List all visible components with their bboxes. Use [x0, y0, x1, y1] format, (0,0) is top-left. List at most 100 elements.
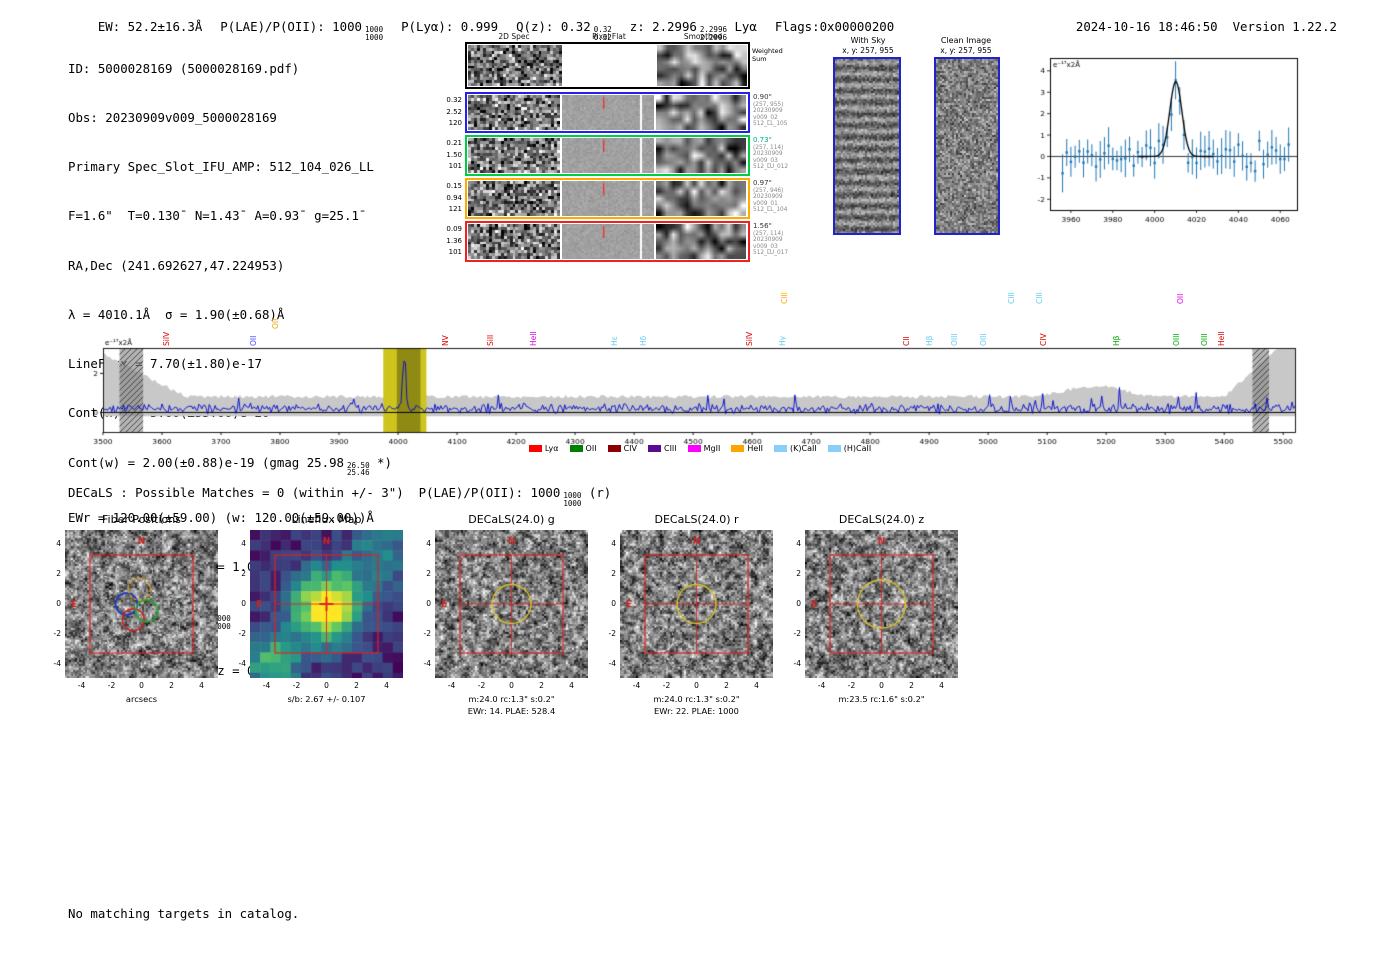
panel-ytick-label: 0: [56, 599, 61, 608]
panel-xtick-label: 2: [354, 681, 359, 690]
panel-ytick-label: -2: [793, 629, 801, 638]
panel-xtick-label: -4: [817, 681, 826, 690]
panel-ytick-label: 0: [426, 599, 431, 608]
note-line: 512_LL_104: [753, 207, 788, 214]
legend-swatch: [731, 445, 745, 452]
panel-ytick-label: 2: [796, 569, 801, 578]
note-line: 512_LU_017: [753, 250, 789, 257]
info-line: λ = 4010.1Å σ = 1.90(±0.68)Å: [68, 306, 285, 322]
weighted-sum-row: [465, 42, 750, 89]
qz-frac: 0.32 0.32: [594, 26, 612, 41]
legend-item: (H)CaII: [827, 444, 871, 453]
legend-swatch: [528, 445, 542, 452]
frac-hi: 0.32: [593, 25, 612, 34]
frac-lo: 1000: [563, 498, 582, 508]
fiber-smoothed-image: [656, 181, 746, 216]
legend-item: MgII: [687, 444, 720, 453]
fiber-pixelflat-image: [562, 95, 654, 130]
info-line: Obs: 20230909v009_5000028169: [68, 110, 277, 126]
emission-line-label: CIII: [780, 292, 790, 304]
legend-item: CIII: [647, 444, 677, 453]
panel-title: DECaLS(24.0) g: [468, 513, 555, 526]
frac-lo: 25.46: [347, 468, 370, 478]
z-frac: 2.2996 2.2996: [700, 26, 727, 41]
legend-swatch: [647, 445, 661, 452]
legend-item: HeII: [731, 444, 763, 453]
legend-label: Lyα: [544, 444, 559, 453]
qz-value: Q(z): 0.32 0.32 0.32: [516, 19, 612, 41]
info-line: F=1.6" T=0.130̄ N=1.43̄ A=0.93̄ g=25.1̄: [68, 208, 359, 224]
legend-item: OII: [569, 444, 597, 453]
fiber-2dspec-image: [468, 95, 560, 130]
decals-g-panel: DECaLS(24.0) g 4 2 0 -2 -4 -4 -2 0 2 4 m:24.0 rc…: [409, 507, 609, 722]
fiber-cutout-row: [465, 221, 750, 262]
emission-line-label: OII: [1175, 293, 1185, 304]
panel-ytick-label: 4: [426, 539, 431, 548]
cutout-row-note: 0.90" (257, 955) 20230909 v009_02 512_LL_105: [753, 93, 807, 128]
withsky-image: [835, 59, 899, 233]
legend-item: Lyα: [528, 444, 559, 453]
info-line: ID: 5000028169 (5000028169.pdf): [68, 60, 300, 76]
frac-hi: 1000: [212, 614, 231, 623]
weighted-sum-label: Weighted Sum: [752, 47, 783, 63]
panel-ytick-label: 2: [426, 569, 431, 578]
stat-value: 101: [448, 162, 462, 170]
frac-lo: 1000: [212, 621, 231, 631]
panel-xtick-label: -2: [292, 681, 301, 690]
stat-value: 1.50: [446, 150, 462, 159]
panel-xtick-label: 4: [754, 681, 759, 690]
panel-ytick-label: 4: [241, 539, 246, 548]
cutout-row-note: 1.56" (257, 114) 20230909 v009_03 512_LU_017: [753, 222, 807, 257]
summary-header: EW: 52.2±16.3Å P(LAE)/P(OII): 1000 1000 100…: [68, 4, 894, 56]
panel-ytick-label: -4: [608, 659, 616, 668]
note-line: (257, 114): [753, 230, 784, 237]
panel-xtick-label: -2: [477, 681, 486, 690]
panel-xtick-label: 2: [539, 681, 544, 690]
stat-value: 121: [448, 205, 462, 213]
gmag-frac: 26.50 25.46: [347, 460, 370, 478]
fiber-pixelflat-image: [562, 224, 654, 259]
panel-ytick-label: 0: [241, 599, 246, 608]
panel-ytick-label: 4: [796, 539, 801, 548]
fiber-2dspec-image: [468, 181, 560, 216]
panel-xtick-label: 4: [199, 681, 204, 690]
fiber-pixelflat-image: [562, 138, 654, 173]
decals-r-panel: DECaLS(24.0) r 4 2 0 -2 -4 -4 -2 0 2 4 m:24.0 rc…: [594, 507, 794, 722]
frac-hi: 26.50: [347, 460, 370, 470]
text-span: Weighted: [752, 47, 783, 55]
decals-z-image: [805, 530, 958, 678]
emission-line-label: CIII: [1035, 292, 1045, 304]
report-version: Version 1.22.2: [1232, 19, 1337, 34]
legend-label: OII: [585, 444, 597, 453]
panel-ytick-label: 2: [56, 569, 61, 578]
cutout-row-note: 0.97" (257, 946) 20230909 v009_01 512_LL_104: [753, 179, 807, 214]
legend-swatch: [774, 445, 788, 452]
note-line: 20230909: [753, 237, 783, 244]
panel-caption: s/b: 2.67 +/- 0.107: [287, 694, 366, 704]
clean-title: Clean Image: [940, 36, 992, 45]
legend-swatch: [607, 445, 621, 452]
stat-value: 0.21: [446, 139, 462, 147]
panel-title: DECaLS(24.0) r: [654, 513, 739, 526]
cutout-row-stats: 0.21 1.50 101: [428, 138, 462, 173]
withsky-coords: x, y: 257, 955: [842, 46, 894, 55]
panel-xtick-label: -4: [77, 681, 86, 690]
panel-ytick-label: 0: [611, 599, 616, 608]
panel-ytick-label: -4: [423, 659, 431, 668]
legend-label: CIII: [663, 444, 677, 453]
clean-coords: x, y: 257, 955: [940, 46, 992, 55]
panel-xtick-label: -2: [662, 681, 671, 690]
plya-value: P(Lyα): 0.999: [401, 19, 499, 34]
withsky-title: With Sky: [850, 36, 886, 45]
fiber-2dspec-image: [468, 224, 560, 259]
lineflux-map-panel: Lineflux Map 4 2 0 -2 -4 -4 -2 0 2 4 s/b: 2.67 +…: [224, 507, 424, 722]
panel-xtick-label: 2: [169, 681, 174, 690]
full-spectrum-plot: [60, 336, 1305, 452]
panel-caption2: EWr: 22. PLAE: 1000: [654, 706, 739, 716]
stat-value: 0.15: [446, 182, 462, 190]
clean-image: [936, 59, 998, 233]
info-line-contw: Cont(w) = 2.00(±0.88)e-19 (gmag 25.98 26.…: [68, 455, 392, 477]
panel-xtick-label: -4: [262, 681, 271, 690]
fiber-positions-image: [65, 530, 218, 678]
